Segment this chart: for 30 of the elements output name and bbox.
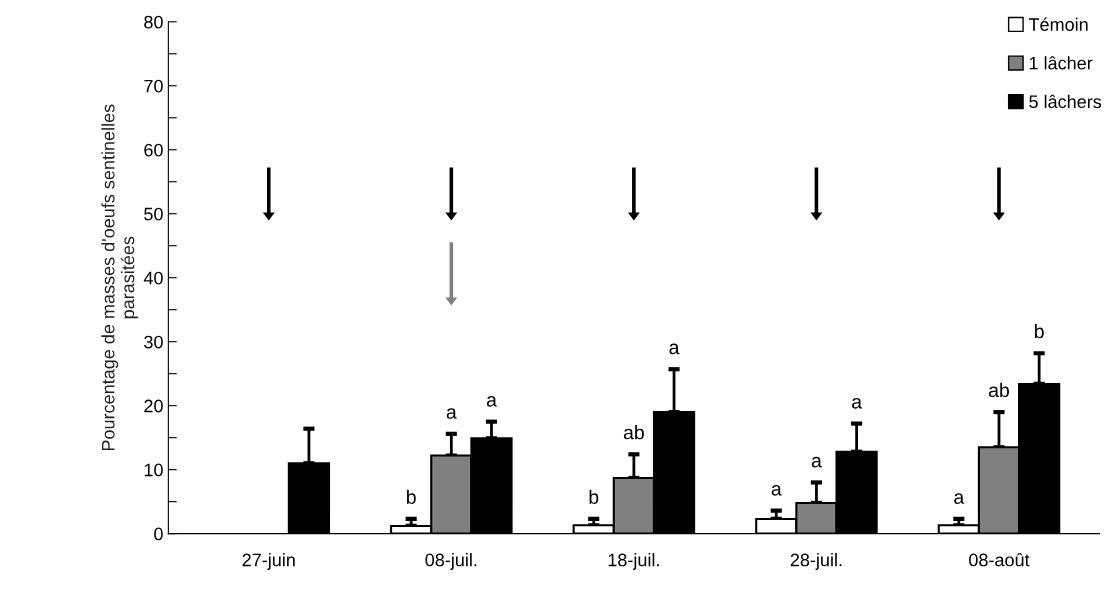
x-tick-label: 08-juil. — [425, 553, 477, 570]
legend-label: 5 lâchers — [1029, 94, 1102, 109]
x-tick-label: 28-juil. — [790, 553, 842, 570]
y-tick-label: 40 — [143, 271, 163, 285]
y-tick-label: 60 — [144, 143, 163, 157]
y-tick-label: 30 — [144, 335, 163, 349]
legend-label: Témoin — [1028, 17, 1088, 31]
legend-label: 1 lâcher — [1029, 56, 1093, 70]
data-label: b — [589, 489, 599, 504]
data-label: b — [1035, 323, 1044, 339]
data-label: a — [954, 493, 965, 504]
y-tick-label: 20 — [144, 399, 163, 413]
y-tick-label: 10 — [144, 463, 163, 477]
data-label: a — [852, 397, 862, 409]
y-tick-label: 50 — [144, 207, 163, 221]
data-label: a — [446, 408, 457, 419]
y-tick-label: 0 — [154, 527, 163, 541]
x-tick-label: 08-août — [969, 553, 1030, 567]
y-tick-label: 80 — [144, 15, 163, 29]
data-label: ab — [989, 382, 1009, 398]
data-label: a — [669, 343, 680, 355]
data-label: ab — [623, 425, 644, 440]
data-label: a — [486, 396, 497, 407]
data-label: a — [771, 484, 782, 496]
data-label: a — [811, 456, 822, 468]
x-tick-label: 18-juil. — [608, 553, 659, 570]
y-tick-label: 70 — [144, 79, 163, 93]
y-axis-title: Pourcentage de masses d'oeufs sentinelles parasitées — [101, 104, 138, 451]
x-tick-label: 27-juin — [242, 553, 295, 570]
data-label: b — [407, 489, 416, 504]
